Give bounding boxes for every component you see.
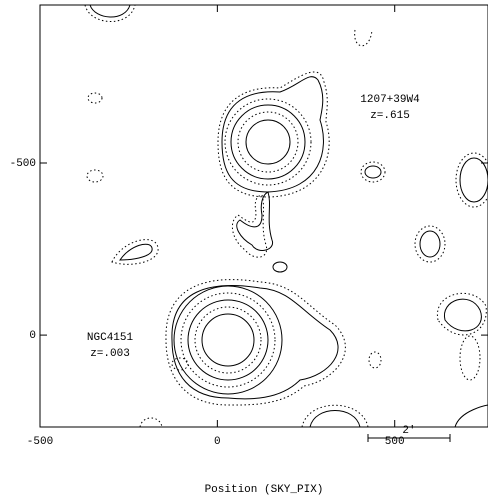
scale-bar (367, 434, 451, 442)
y-tick-label: 0 (29, 330, 36, 342)
annotation: z=.003 (90, 348, 130, 360)
x-tick-label: 0 (214, 436, 221, 448)
x-tick-label: 500 (385, 436, 405, 448)
y-tick-label: -500 (10, 158, 36, 170)
contours (84, 4, 488, 428)
x-axis-label: Position (SKY_PIX) (205, 484, 324, 496)
annotation: z=.615 (370, 110, 410, 122)
annotation: 1207+39W4 (360, 94, 420, 106)
x-tick-label: -500 (27, 436, 53, 448)
plot-frame (39, 4, 488, 428)
annotation: NGC4151 (87, 332, 134, 344)
scale-label: 2' (402, 425, 415, 437)
